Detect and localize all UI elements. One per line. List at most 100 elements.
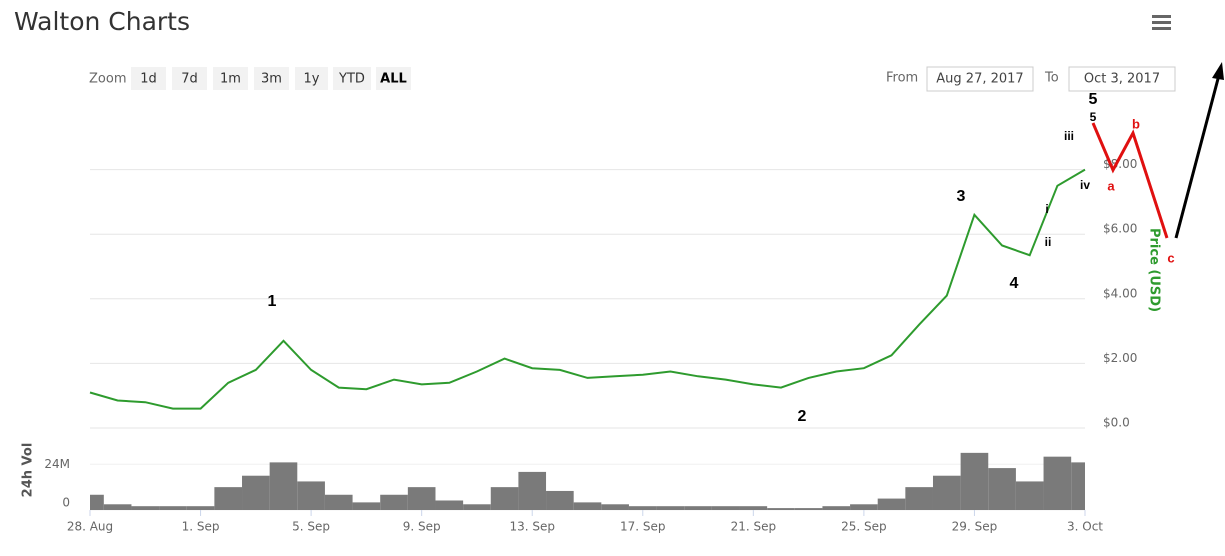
wave-label: 4 [1010,275,1019,292]
volume-bar [407,487,436,510]
from-input-box[interactable] [926,66,1034,92]
zoom-button[interactable] [295,67,328,90]
x-tick-label: 21. Sep [731,520,777,534]
zoom-button-label[interactable]: YTD [338,72,365,87]
volume-bar [711,506,740,510]
wave-labels: 1 2 3 4 5 5 i ii iii iv a b c [268,62,1224,425]
volume-bar [822,506,851,510]
zoom-button[interactable] [376,67,411,90]
wave-label: 5 [1089,91,1098,108]
volume-bar [214,487,243,510]
menu-bar [1152,15,1171,18]
volume-bar [490,487,519,510]
zoom-button-label[interactable]: 7d [181,72,198,87]
x-tick-label: 29. Sep [952,520,998,534]
y-tick-label: $0.0 [1103,416,1130,430]
y-tick-label: 24M [44,457,70,471]
volume-bar [1071,462,1085,510]
x-tick-label: 17. Sep [620,520,666,534]
wave-label: 2 [798,408,807,425]
wave-label: a [1107,178,1115,193]
volume-bar [186,506,215,510]
volume-bar [103,504,132,510]
zoom-button[interactable] [172,67,207,90]
volume-bar [601,504,629,510]
forecast-arrow [1174,74,1221,239]
volume-bar [131,506,160,510]
zoom-buttons: 1d 7d 1m 3m 1y YTD ALL [131,67,411,90]
wave-label: 3 [957,188,966,205]
zoom-label: Zoom [89,72,126,87]
zoom-button-label[interactable]: 3m [261,72,282,87]
x-tick-label: 5. Sep [292,520,330,534]
volume-bar [932,475,961,510]
x-tick-label: 28. Aug [67,520,113,534]
volume-bar [352,502,381,510]
zoom-button-label[interactable]: 1y [304,72,320,87]
x-tick-label: 9. Sep [403,520,441,534]
volume-bar [656,506,685,510]
wave-label: iv [1080,178,1090,192]
volume-bar [988,468,1016,510]
zoom-button[interactable] [131,67,166,90]
volume-bar [380,494,408,510]
volume-axis-title: 24h Vol [21,443,36,498]
wave-label: ii [1045,235,1052,249]
volume-bar [463,504,491,510]
y-tick-label: $6.00 [1103,222,1137,236]
volume-bar [767,508,795,510]
arrow-head [1212,62,1224,80]
wave-label: iii [1064,129,1074,143]
volume-bar [850,504,878,510]
from-label: From [886,71,918,86]
zoom-button-label[interactable]: ALL [380,72,407,87]
x-tick-label: 13. Sep [509,520,555,534]
menu-icon[interactable] [1152,15,1171,30]
x-tick-label: 1. Sep [182,520,220,534]
volume-bar [877,498,906,510]
from-date[interactable]: Aug 27, 2017 [936,72,1023,87]
volume-bar [905,487,933,510]
wave-label: 1 [268,293,277,310]
x-tick-label: 25. Sep [841,520,887,534]
volume-bar [297,481,325,510]
price-axis-title: Price (USD) [1147,228,1162,312]
volume-bar [573,502,602,510]
volume-bar [159,506,187,510]
volume-bar [739,506,768,510]
volume-bar [1043,456,1072,510]
wave-label: i [1045,202,1048,216]
y-tick-label: $4.00 [1103,286,1137,300]
wave-label: 5 [1090,110,1097,124]
menu-bar [1152,21,1171,24]
volume-bar [269,462,298,510]
volume-bar [90,494,104,510]
correction-path [1091,122,1169,239]
zoom-button[interactable] [254,67,289,90]
volume-bar [628,506,657,510]
volume-bar [242,475,270,510]
menu-bar [1152,27,1171,30]
y-tick-label: $2.00 [1103,351,1137,365]
zoom-button[interactable] [333,67,371,90]
x-tick-label: 3. Oct [1067,520,1103,534]
zoom-button-label[interactable]: 1d [140,72,157,87]
price-line [89,168,1086,410]
volume-bar [684,506,712,510]
wave-label: c [1167,250,1174,265]
wave-label: b [1132,116,1140,131]
to-input-box[interactable] [1068,66,1176,92]
volume-bar [1015,481,1044,510]
volume-bar [324,494,353,510]
volume-bar [435,500,464,510]
to-label: To [1044,71,1059,86]
volume-bar [794,508,823,510]
zoom-button[interactable] [213,67,248,90]
volume-bar [546,490,574,510]
page-title: Walton Charts [14,7,190,36]
to-date[interactable]: Oct 3, 2017 [1084,72,1160,87]
zoom-button-label[interactable]: 1m [220,72,241,87]
